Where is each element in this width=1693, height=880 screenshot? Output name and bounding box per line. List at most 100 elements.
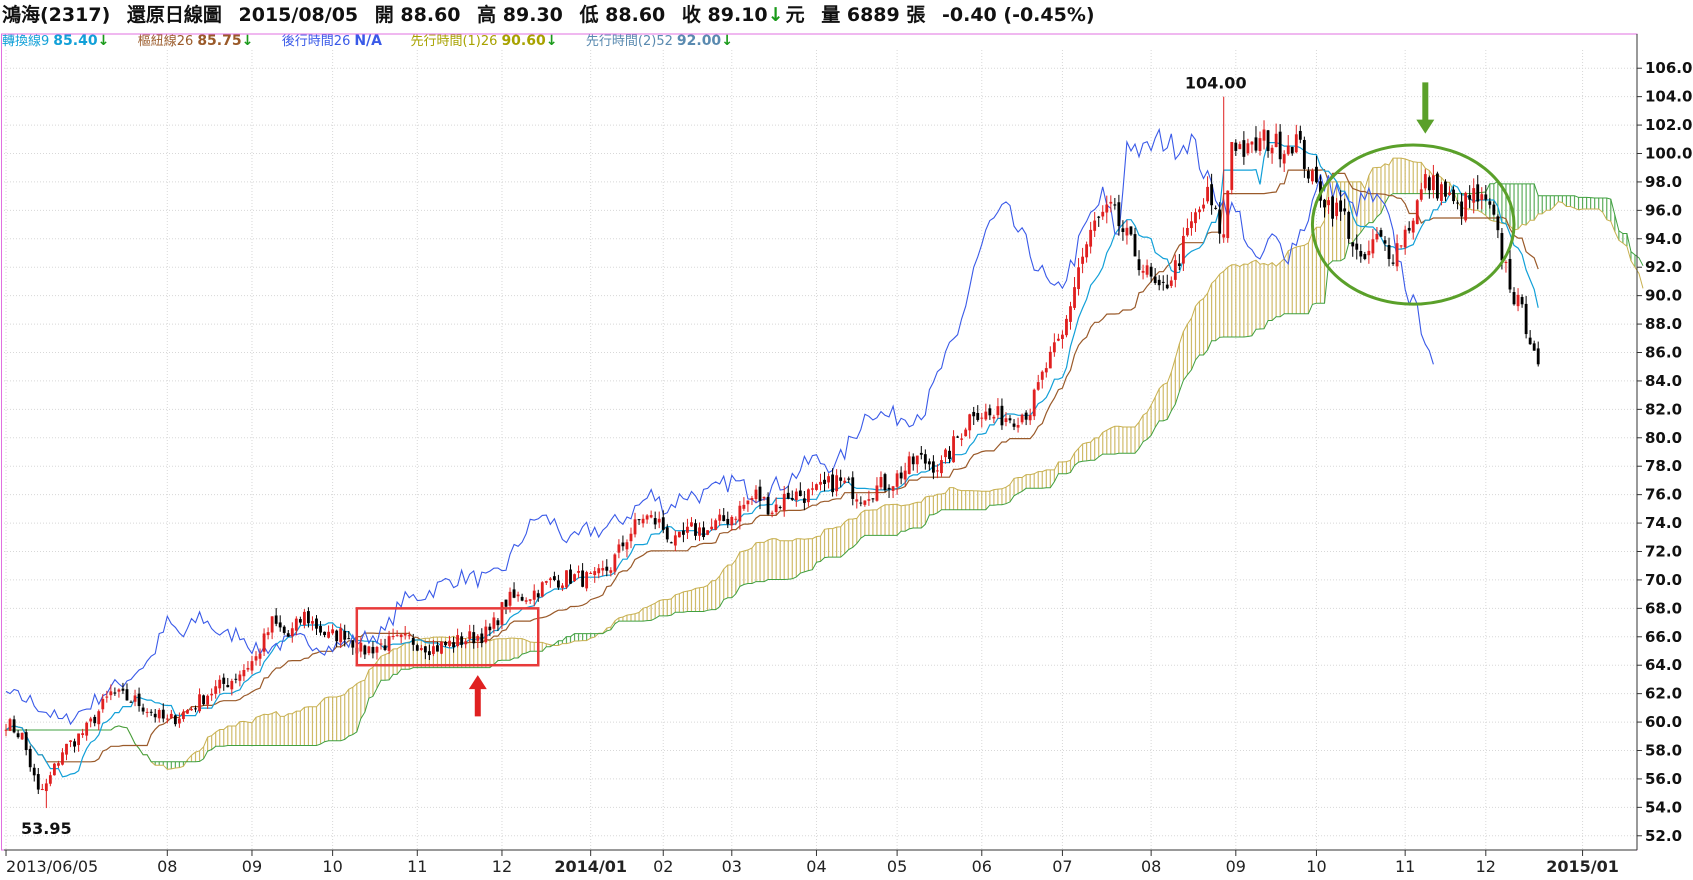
candle-body: [36, 774, 40, 790]
candle: [605, 559, 609, 577]
candle: [1125, 220, 1129, 245]
candle: [702, 521, 705, 540]
y-tick-label: 52.0: [1645, 827, 1682, 845]
candle: [851, 471, 855, 506]
candle-body: [1077, 267, 1080, 290]
candle: [226, 677, 230, 688]
candle: [24, 729, 28, 756]
candle-body: [157, 709, 161, 719]
candle: [726, 511, 730, 529]
candle: [557, 574, 560, 590]
candle: [734, 516, 738, 526]
volume: 量 6889 張: [821, 4, 926, 26]
candle-body: [1528, 337, 1532, 345]
x-tick-label: 04: [806, 857, 826, 876]
candle: [44, 778, 48, 809]
arrow-down-icon: ↓: [97, 33, 110, 49]
candle: [36, 767, 40, 795]
candle: [242, 664, 246, 682]
candle: [331, 624, 335, 635]
candle-body: [153, 713, 157, 718]
stock-name: 鴻海(2317): [2, 4, 111, 26]
candle: [1218, 202, 1222, 244]
candle: [28, 745, 32, 772]
y-tick-label: 100.0: [1645, 145, 1692, 163]
candle: [1085, 241, 1089, 263]
candle: [186, 709, 189, 714]
candle: [194, 705, 197, 713]
candle: [444, 641, 447, 647]
candle: [891, 485, 895, 499]
candle-body: [44, 783, 48, 792]
candle: [512, 582, 516, 599]
candle: [161, 703, 165, 723]
candle-body: [444, 641, 447, 646]
candle: [706, 530, 710, 536]
candle-body: [460, 636, 464, 645]
candle-body: [677, 531, 681, 538]
candle: [1242, 131, 1246, 165]
candle: [778, 505, 782, 510]
candle: [230, 678, 234, 696]
candle-body: [472, 632, 476, 644]
candle-body: [1278, 131, 1282, 160]
candle-body: [907, 456, 911, 474]
candle: [811, 481, 814, 496]
candle: [1448, 186, 1451, 196]
candle: [496, 618, 500, 631]
candle-body: [1347, 212, 1351, 239]
candle: [879, 471, 883, 490]
candle-body: [262, 633, 266, 652]
candle: [1266, 129, 1270, 158]
candle-body: [456, 635, 460, 647]
candle: [12, 715, 16, 734]
candle: [468, 624, 472, 643]
candle-body: [1363, 254, 1367, 259]
candle-body: [294, 618, 298, 631]
candle: [1456, 200, 1459, 210]
candle: [52, 762, 56, 776]
candle: [1327, 197, 1330, 214]
candle-body: [1516, 294, 1520, 307]
y-tick-label: 70.0: [1645, 571, 1682, 589]
candle-body: [633, 519, 637, 535]
candle-body: [1290, 146, 1294, 154]
candle-body: [1165, 284, 1169, 289]
candle: [1198, 206, 1201, 220]
candle: [540, 581, 544, 598]
candle: [927, 458, 931, 471]
candle: [988, 404, 992, 420]
candle: [169, 709, 173, 719]
candle: [375, 645, 379, 660]
candle-body: [786, 492, 790, 499]
candle-body: [1371, 239, 1375, 254]
candle-body: [1246, 143, 1250, 154]
candle-body: [1113, 204, 1117, 206]
candle-body: [504, 599, 508, 607]
candle: [1194, 208, 1197, 232]
candle: [1339, 190, 1343, 221]
candle: [1065, 315, 1068, 338]
candle: [395, 630, 399, 637]
candle-body: [1315, 166, 1318, 183]
candle: [1311, 168, 1314, 185]
candle: [484, 619, 488, 644]
candle-body: [198, 694, 201, 712]
candle: [1097, 215, 1101, 227]
candle-body: [1141, 270, 1145, 273]
candle: [137, 687, 141, 712]
candle: [1210, 173, 1214, 215]
candle: [1335, 198, 1339, 220]
candle: [657, 511, 661, 529]
candle: [597, 564, 601, 579]
candle-body: [903, 470, 907, 480]
chikou-line: [5, 127, 1434, 726]
candle-body: [383, 645, 387, 650]
candle-body: [432, 646, 435, 655]
candle-body: [516, 594, 520, 597]
candle-body: [875, 485, 879, 501]
candle-body: [1198, 209, 1201, 213]
candle-body: [754, 489, 758, 500]
candle-body: [1061, 334, 1064, 339]
candle: [85, 721, 89, 741]
